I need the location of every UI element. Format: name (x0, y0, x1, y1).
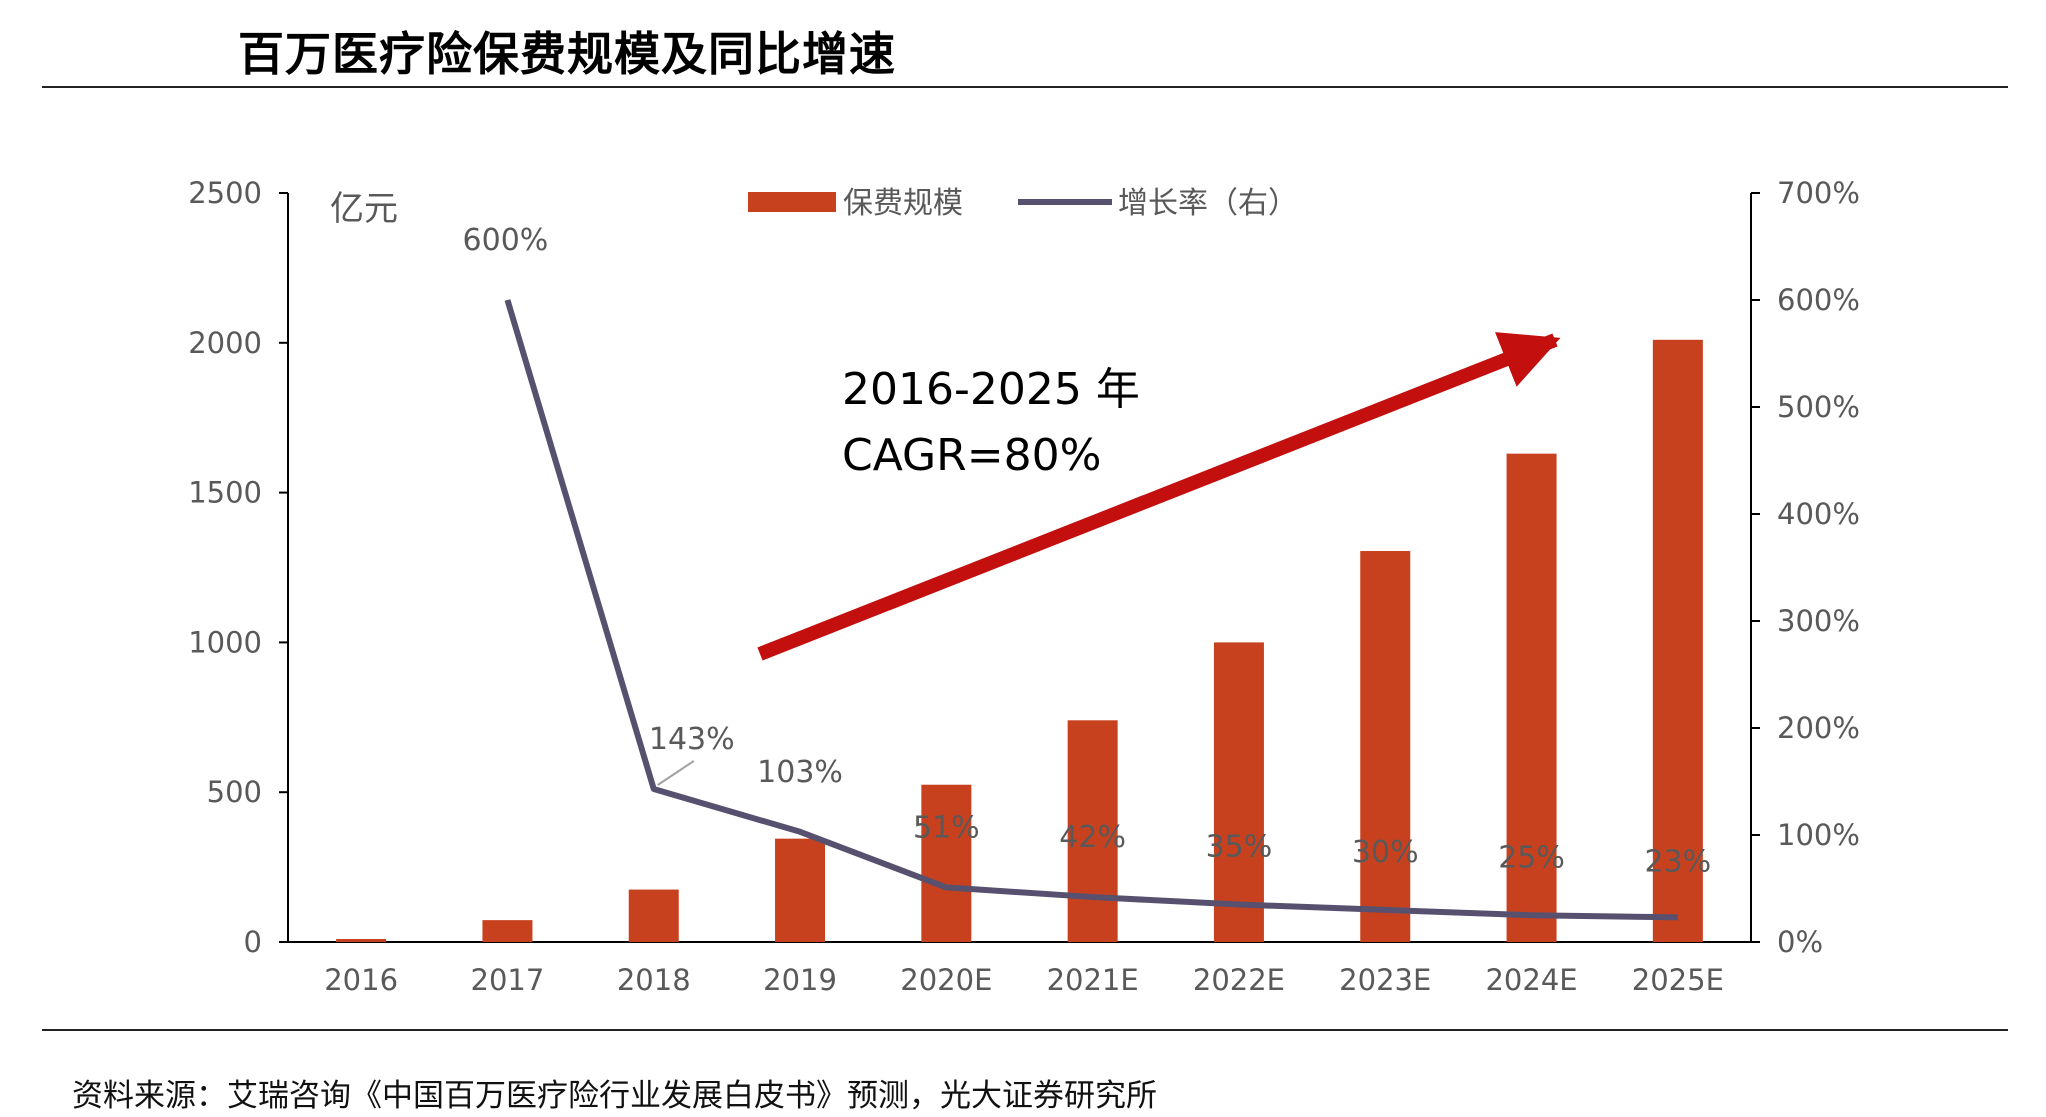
y-tick-label-right: 700% (1777, 176, 1860, 210)
bar (336, 939, 387, 942)
x-tick-label: 2016 (324, 963, 398, 997)
line-data-label: 103% (757, 755, 843, 790)
trend-arrow (757, 332, 1561, 661)
line-data-label: 25% (1498, 840, 1565, 875)
y-tick-label-left: 500 (207, 775, 262, 809)
data-labels: 600% 143% 103% 51% 42% 35% 30% 25% 23% (463, 223, 1712, 879)
line-data-label: 35% (1206, 830, 1273, 865)
y-tick-label-left: 0 (244, 925, 262, 959)
cagr-annotation-line2: CAGR=80% (842, 430, 1101, 481)
line-data-label: 30% (1352, 835, 1419, 870)
bar-series (336, 339, 1703, 943)
source-note: 资料来源：艾瑞咨询《中国百万医疗险行业发展白皮书》预测，光大证券研究所 (72, 1078, 1157, 1114)
x-tick-label: 2021E (1047, 963, 1139, 997)
line-data-label: 600% (463, 223, 549, 258)
bar (1652, 339, 1703, 943)
bar (1213, 642, 1264, 942)
bar (1067, 720, 1118, 942)
growth-chart: 0 500 1000 1500 2000 2500 0% 100% 200% 300% 400% 50… (188, 176, 1860, 997)
legend-bar-swatch (748, 192, 836, 212)
y-tick-label-right: 400% (1777, 497, 1860, 531)
x-tick-label: 2019 (763, 963, 837, 997)
y-tick-label-left: 2000 (188, 326, 262, 360)
x-tick-label: 2025E (1632, 963, 1724, 997)
line-series (504, 299, 1678, 921)
bar (1360, 551, 1411, 942)
y-tick-label-left: 2500 (188, 176, 262, 210)
y-tick-label-right: 100% (1777, 818, 1860, 852)
line-data-label: 143% (649, 722, 735, 757)
legend-line-label: 增长率（右） (1118, 186, 1298, 221)
bar (1506, 453, 1557, 942)
legend: 保费规模 增长率（右） (748, 186, 1298, 221)
y-axis-unit: 亿元 (330, 189, 398, 229)
top-divider (42, 86, 2008, 88)
bottom-divider (42, 1029, 2008, 1031)
bar (482, 920, 533, 942)
line-data-label: 42% (1059, 820, 1126, 855)
x-tick-label: 2023E (1339, 963, 1431, 997)
label-leader-line (657, 760, 695, 786)
page-title: 百万医疗险保费规模及同比增速 (238, 27, 896, 81)
x-tick-label: 2018 (617, 963, 691, 997)
y-tick-label-right: 600% (1777, 283, 1860, 317)
y-tick-label-right: 200% (1777, 711, 1860, 745)
bar (775, 838, 826, 942)
y-tick-label-right: 500% (1777, 390, 1860, 424)
y-tick-label-left: 1000 (188, 625, 262, 659)
y-tick-label-right: 300% (1777, 604, 1860, 638)
x-tick-label: 2022E (1193, 963, 1285, 997)
line-data-label: 23% (1645, 844, 1712, 879)
y-tick-label-left: 1500 (188, 476, 262, 510)
x-tick-label: 2020E (900, 963, 992, 997)
y-tick-label-right: 0% (1777, 925, 1823, 959)
x-tick-label: 2017 (471, 963, 545, 997)
growth-line (504, 299, 1678, 921)
chart-axes: 0 500 1000 1500 2000 2500 0% 100% 200% 300% 400% 50… (188, 176, 1860, 997)
cagr-annotation-line1: 2016-2025 年 (842, 364, 1140, 415)
bar (628, 889, 679, 942)
bar (921, 784, 972, 942)
line-data-label: 51% (913, 810, 980, 845)
legend-bar-label: 保费规模 (843, 186, 963, 221)
x-tick-label: 2024E (1485, 963, 1577, 997)
